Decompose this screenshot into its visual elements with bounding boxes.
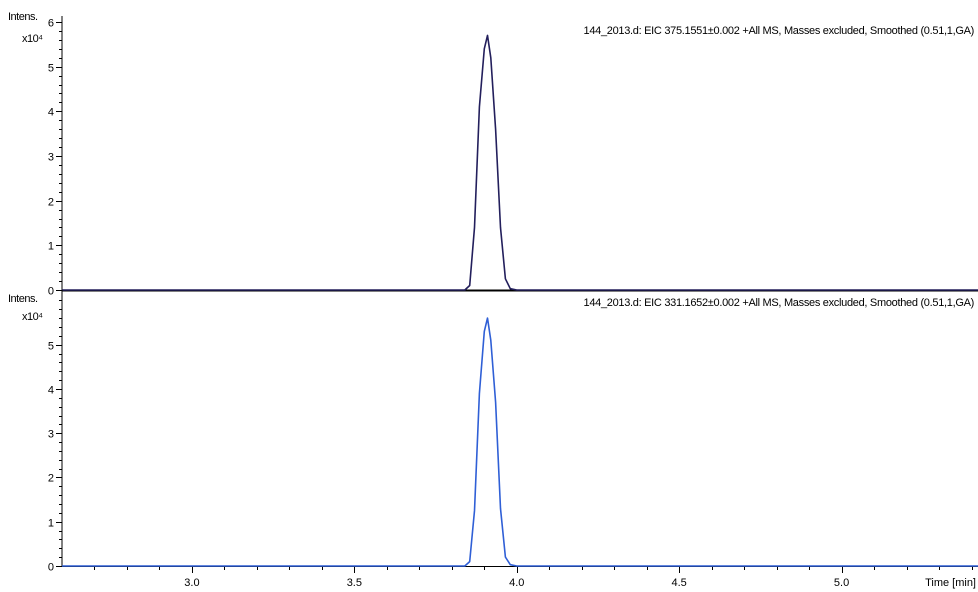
eic-trace-line (62, 34, 978, 291)
chromatogram-panel-top: 0 1 2 3 4 5 6 Intens. x10⁴ 144_2013.d: EIC 375.15… (8, 11, 978, 298)
y-tick-label: 5 (48, 63, 54, 75)
x-tick-label: 5.0 (834, 577, 849, 589)
panel-title: 144_2013.d: EIC 375.1551±0.002 +All MS, … (584, 25, 975, 37)
y-tick-label: 4 (48, 385, 54, 397)
y-tick-label: 3 (48, 429, 54, 441)
y-axis-label: Intens. (8, 11, 38, 23)
y-axis-label: Intens. (8, 293, 38, 305)
x-tick-label: 4.5 (672, 577, 687, 589)
y-tick-label: 0 (48, 562, 54, 574)
y-tick-label: 1 (48, 518, 54, 530)
eic-trace-line (62, 317, 978, 567)
x-axis-label: Time [min] (925, 577, 976, 589)
y-axis-multiplier: x10⁴ (22, 311, 43, 323)
y-tick-label: 4 (48, 107, 54, 119)
y-tick-label: 2 (48, 473, 54, 485)
x-tick-label: 4.0 (509, 577, 524, 589)
panel-title: 144_2013.d: EIC 331.1652±0.002 +All MS, … (584, 297, 975, 309)
y-tick-label: 5 (48, 341, 54, 353)
y-tick-label: 2 (48, 197, 54, 209)
x-tick-label: 3.5 (347, 577, 362, 589)
y-tick-label: 1 (48, 241, 54, 253)
y-axis-multiplier: x10⁴ (22, 33, 43, 45)
x-tick-label: 3.0 (184, 577, 199, 589)
y-tick-label: 3 (48, 152, 54, 164)
y-tick-label: 6 (48, 18, 54, 30)
y-tick-label: 0 (48, 286, 54, 298)
chromatogram-panel-bottom: 0 1 2 3 4 5 Intens. x10⁴ 144_2013.d: EIC 331.165… (8, 290, 978, 589)
